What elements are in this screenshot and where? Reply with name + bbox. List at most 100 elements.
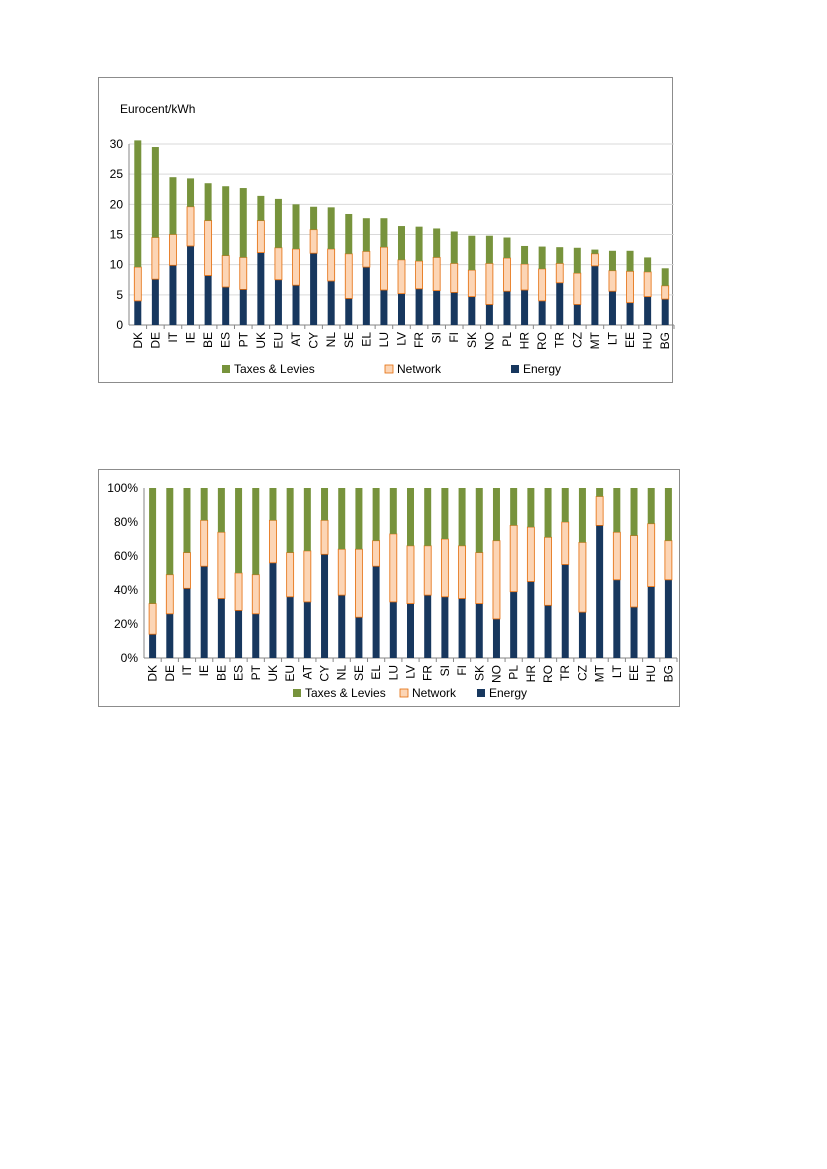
- x-tick-label-pl: PL: [500, 332, 514, 347]
- x-tick-label-bg: BG: [661, 665, 675, 682]
- y-tick-label: 25: [110, 167, 124, 181]
- bar-taxes-levies-hu: [647, 488, 655, 524]
- bar-energy-nl: [327, 280, 335, 325]
- bar-taxes-levies-sk: [475, 488, 483, 553]
- bar-energy-fr: [424, 595, 432, 658]
- bar-network-el: [362, 250, 371, 268]
- x-tick-label-mt: MT: [593, 664, 607, 682]
- bar-taxes-levies-mt: [596, 488, 604, 497]
- bar-network-be: [204, 220, 213, 276]
- bar-taxes-levies-lu: [380, 218, 388, 248]
- x-tick-label-fr: FR: [421, 665, 435, 681]
- x-tick-label-pt: PT: [249, 664, 263, 680]
- bar-energy-ie: [187, 245, 195, 325]
- x-tick-label-cz: CZ: [570, 332, 584, 348]
- bar-taxes-levies-si: [441, 488, 449, 539]
- x-tick-label-cz: CZ: [575, 665, 589, 681]
- x-tick-label-dk: DK: [146, 665, 160, 682]
- x-tick-label-at: AT: [289, 331, 303, 346]
- bar-network-cy: [320, 519, 329, 555]
- bar-network-uk: [256, 220, 265, 254]
- bar-energy-eu: [286, 596, 294, 658]
- bar-taxes-levies-lu: [389, 488, 397, 534]
- x-tick-label-lu: LU: [386, 665, 400, 680]
- bar-energy-tr: [561, 564, 569, 658]
- bar-taxes-levies-tr: [561, 488, 569, 522]
- bar-network-cz: [573, 272, 582, 305]
- bar-taxes-levies-ie: [200, 488, 208, 521]
- bar-network-hu: [643, 271, 652, 298]
- bar-network-pt: [251, 574, 260, 615]
- bar-taxes-levies-ie: [187, 178, 195, 207]
- x-tick-label-tr: TR: [558, 665, 572, 681]
- bar-energy-el: [372, 566, 380, 658]
- bar-energy-ee: [626, 302, 634, 325]
- bar-network-fi: [458, 545, 466, 599]
- bar-energy-at: [303, 601, 311, 658]
- bar-network-at: [303, 550, 312, 603]
- bar-taxes-levies-bg: [664, 488, 672, 541]
- y-tick-label: 40%: [114, 583, 138, 597]
- bar-energy-lt: [613, 579, 621, 658]
- legend-swatch-energy: [477, 689, 485, 697]
- bar-network-no: [485, 263, 494, 305]
- bar-network-se: [355, 548, 363, 618]
- bar-taxes-levies-fr: [415, 226, 423, 262]
- bar-energy-uk: [269, 562, 277, 658]
- chart-1-svg: Eurocent/kWh 0 5 10 15 20 25 30 DK DE IT IE BE ES PT UK…: [110, 102, 675, 376]
- x-tick-label-sk: SK: [465, 332, 479, 348]
- y-tick-label: 0%: [121, 651, 139, 665]
- bar-taxes-levies-tr: [556, 247, 564, 264]
- bar-energy-hu: [644, 296, 652, 325]
- bar-taxes-levies-hr: [527, 488, 535, 528]
- bar-energy-lu: [389, 601, 397, 658]
- y-tick-label: 5: [116, 288, 123, 302]
- bar-network-fi: [450, 263, 459, 293]
- x-tick-label-it: IT: [180, 664, 194, 675]
- bar-energy-dk: [134, 300, 142, 325]
- bar-energy-lv: [398, 293, 405, 325]
- bar-network-pl: [509, 525, 518, 593]
- bar-network-de: [165, 574, 174, 615]
- bar-taxes-levies-dk: [134, 140, 142, 268]
- y-tick-label: 0: [116, 318, 123, 332]
- bar-taxes-levies-se: [355, 488, 363, 550]
- bar-taxes-levies-ee: [630, 488, 638, 536]
- bar-taxes-levies-eu: [286, 488, 294, 553]
- bar-energy-de: [166, 613, 174, 658]
- bar-network-hu: [647, 523, 656, 588]
- x-tick-label-ie: IE: [184, 332, 198, 343]
- bar-network-lt: [608, 270, 617, 292]
- x-tick-label-si: SI: [430, 332, 444, 343]
- bar-taxes-levies-uk: [257, 195, 265, 221]
- bar-taxes-levies-pt: [252, 488, 260, 575]
- bar-taxes-levies-mt: [591, 249, 599, 254]
- bar-network-nl: [327, 248, 336, 282]
- bar-network-cz: [578, 542, 587, 613]
- bar-energy-pl: [503, 291, 511, 325]
- x-tick-label-nl: NL: [324, 332, 338, 348]
- x-tick-label-de: DE: [163, 665, 177, 682]
- bar-network-fr: [423, 545, 432, 596]
- bar-network-bg: [661, 285, 670, 300]
- y-tick-label: 20%: [114, 617, 138, 631]
- bar-taxes-levies-pl: [510, 488, 518, 526]
- chart-eurocent-per-kwh: Eurocent/kWh 0 5 10 15 20 25 30 DK DE IT IE BE ES PT UK…: [98, 77, 675, 383]
- bar-taxes-levies-no: [492, 488, 500, 541]
- x-tick-label-hu: HU: [641, 332, 655, 349]
- bar-energy-lv: [407, 603, 414, 658]
- bar-taxes-levies-nl: [338, 488, 346, 550]
- bar-network-lu: [389, 533, 398, 603]
- x-tick-label-ee: EE: [623, 332, 637, 348]
- bar-network-cy: [309, 229, 318, 254]
- chart-percentage-share: 0% 20% 40% 60% 80% 100% DK DE IT IE BE ES PT UK EU AT CY…: [98, 469, 680, 707]
- bar-taxes-levies-de: [151, 147, 159, 238]
- bar-network-bg: [664, 540, 673, 581]
- bar-energy-sk: [475, 603, 483, 658]
- bar-energy-es: [235, 610, 243, 658]
- bar-energy-pt: [239, 289, 247, 325]
- x-tick-label-eu: EU: [271, 332, 285, 349]
- legend-label-energy: Energy: [489, 686, 527, 700]
- legend-label-energy: Energy: [523, 362, 561, 376]
- bar-network-ie: [186, 206, 195, 247]
